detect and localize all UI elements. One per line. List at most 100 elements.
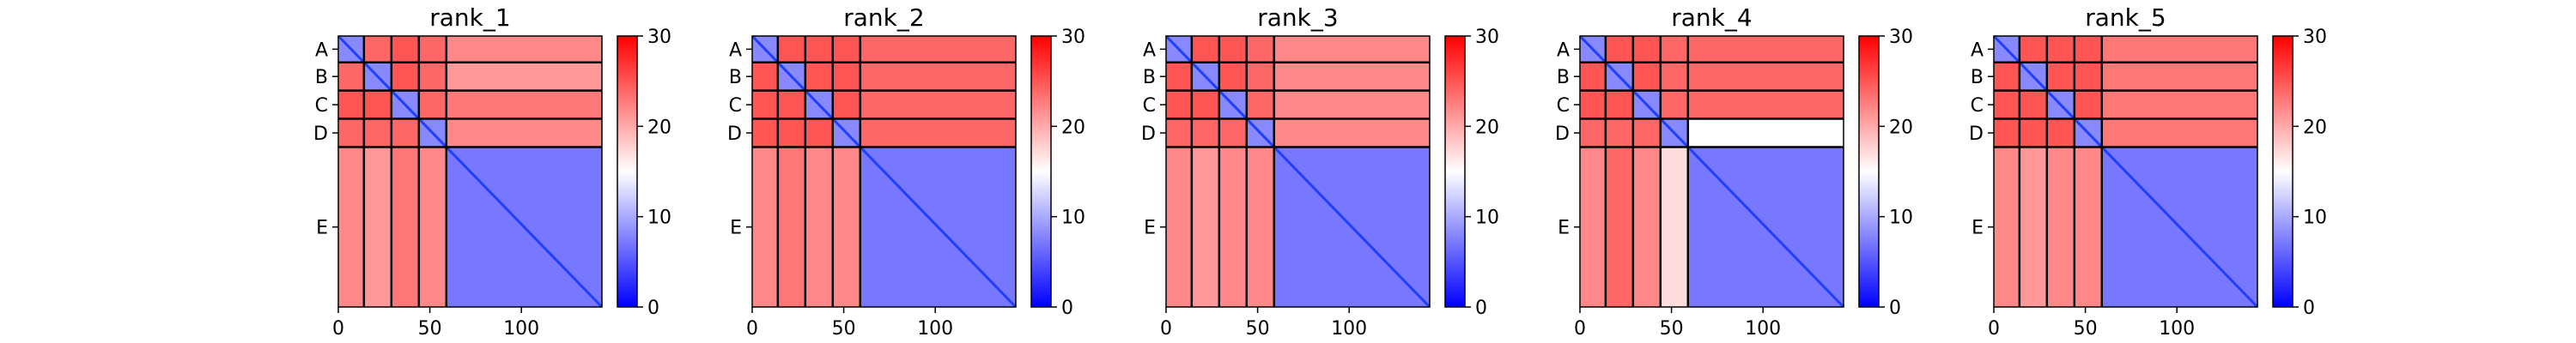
colorbar: 0 10 20 30 — [1030, 27, 1085, 319]
x-tick-label: 100 — [503, 318, 539, 340]
y-tick-label: D — [1555, 123, 1570, 145]
heatmap-cell — [1273, 118, 1431, 147]
heatmap-cell — [363, 90, 392, 120]
heatmap-cell — [2101, 36, 2258, 63]
heatmap-cell — [363, 118, 392, 147]
colorbar-tick-label: 20 — [647, 117, 671, 138]
heatmap-cell — [1191, 118, 1220, 147]
heatmap-cell — [2101, 118, 2258, 147]
colorbar-tick-label: 30 — [1889, 27, 1913, 48]
colorbar-gradient — [1858, 35, 1880, 308]
y-tick-label: B — [1143, 67, 1156, 88]
colorbar-tick-label: 0 — [1889, 298, 1901, 319]
colorbar: 0 10 20 30 — [1444, 27, 1499, 319]
axes-frame — [1993, 35, 2258, 308]
heatmap-cell — [1218, 118, 1248, 147]
x-tick-label: 50 — [1246, 318, 1270, 340]
heatmap-cell — [2046, 147, 2075, 308]
y-tick-label: D — [1141, 123, 1156, 145]
axes-frame — [1579, 35, 1844, 308]
heatmap-cell — [363, 147, 392, 308]
heatmap-cell — [418, 147, 447, 308]
heatmap-cell — [1246, 90, 1275, 120]
heatmap-cell — [446, 36, 603, 63]
heatmap-diagonal — [1578, 34, 1845, 309]
y-tick-label: D — [1969, 123, 1984, 145]
heatmap-cell — [2046, 62, 2075, 92]
heatmap-cell — [1605, 118, 1634, 147]
panel-title: rank_1 — [429, 3, 510, 32]
heatmap-cell — [2046, 36, 2075, 63]
y-tick-label: B — [729, 67, 742, 88]
heatmap-cell — [2019, 90, 2048, 120]
heatmap-cell — [1273, 90, 1431, 120]
heatmap-cell — [1994, 147, 2020, 308]
heatmap-cell — [1191, 147, 1220, 308]
y-tick-label: E — [1558, 218, 1570, 239]
heatmap-cell — [418, 36, 447, 63]
x-tick-label: 100 — [1745, 318, 1781, 340]
heatmap-cell — [805, 36, 834, 63]
colorbar-tick-label: 20 — [1889, 117, 1913, 138]
heatmap-cell — [752, 90, 779, 120]
colorbar: 0 10 20 30 — [617, 27, 671, 319]
heatmap-cell — [860, 90, 1017, 120]
axes-frame — [1165, 35, 1431, 308]
heatmap-cell — [418, 90, 447, 120]
y-tick-label: D — [313, 123, 328, 145]
chain-boundaries — [1166, 36, 1430, 307]
heatmap-cell — [860, 118, 1017, 147]
heatmap-cell — [1687, 36, 1844, 63]
heatmap-cell — [2101, 90, 2258, 120]
heatmap-cell — [1166, 90, 1193, 120]
panel-title: rank_3 — [1257, 3, 1338, 32]
y-tick-label: C — [1971, 95, 1984, 117]
y-tick-label: A — [729, 39, 742, 61]
heatmap-diagonal — [1992, 34, 2259, 309]
y-tick-label: A — [315, 39, 328, 61]
colorbar-tick-label: 20 — [1061, 117, 1085, 138]
heatmap-cell — [391, 118, 420, 147]
heatmap-cell — [2074, 90, 2103, 120]
colorbar: 0 10 20 30 — [1858, 27, 1913, 319]
colorbar-gradient — [2272, 35, 2293, 308]
heatmap-cell — [832, 62, 861, 92]
heatmap-cell — [860, 62, 1017, 92]
x-tick-label: 0 — [1988, 318, 2000, 340]
y-tick-label: C — [1143, 95, 1156, 117]
x-tick-label: 100 — [917, 318, 953, 340]
heatmap-cell — [832, 147, 861, 308]
x-tick-label: 0 — [746, 318, 758, 340]
panel-title: rank_5 — [2085, 3, 2166, 32]
heatmap-cell — [1660, 90, 1689, 120]
colorbar-tick-label: 20 — [2303, 117, 2327, 138]
colorbar-tick-label: 0 — [1475, 298, 1487, 319]
heatmap-cell — [1994, 90, 2020, 120]
colorbar-gradient — [617, 35, 638, 308]
heatmap-cell — [1218, 62, 1248, 92]
heatmap-cell — [1660, 62, 1689, 92]
heatmap-cell — [1605, 147, 1634, 308]
heatmap-diagonal — [337, 34, 604, 309]
heatmap-cell — [418, 62, 447, 92]
colorbar-tick-label: 10 — [1889, 208, 1913, 229]
heatmap-cell — [363, 36, 392, 63]
y-tick-label: C — [315, 95, 328, 117]
y-tick-label: B — [315, 67, 328, 88]
heatmap-cell — [752, 147, 779, 308]
heatmap-cell — [1687, 62, 1844, 92]
heatmap-cell — [777, 147, 806, 308]
chain-boundaries — [1580, 36, 1844, 307]
heatmap-cell — [1605, 36, 1634, 63]
heatmap-cell — [1632, 62, 1662, 92]
heatmap-cell — [1632, 147, 1662, 308]
y-tick-label: A — [1143, 39, 1156, 61]
heatmap-cell — [752, 118, 779, 147]
axes-frame — [337, 35, 603, 308]
x-tick-label: 0 — [1160, 318, 1172, 340]
heatmap-cell — [1191, 90, 1220, 120]
